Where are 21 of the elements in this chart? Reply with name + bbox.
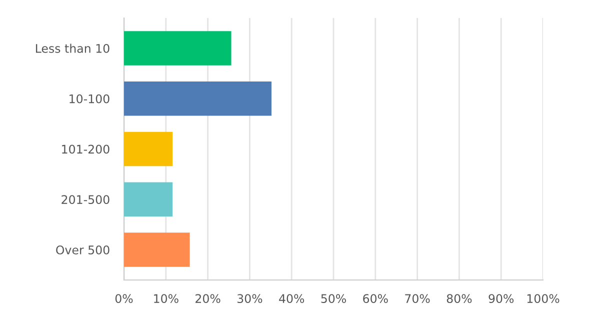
- x-tick-label: 90%: [488, 294, 514, 304]
- x-tick-label: 80%: [446, 294, 472, 304]
- y-tick-label: 10-100: [70, 94, 110, 104]
- bar: [124, 232, 190, 267]
- x-tick-label: 10%: [154, 294, 178, 304]
- bar: [124, 132, 173, 166]
- y-tick-label: 201-500: [62, 195, 110, 204]
- y-tick-label: Over 500: [56, 245, 110, 254]
- bar: [124, 182, 173, 217]
- bar: [124, 81, 272, 116]
- x-tick-label: 60%: [363, 294, 388, 304]
- bar: [124, 31, 232, 66]
- x-tick-label: 20%: [196, 294, 220, 304]
- x-tick-label: 0%: [115, 294, 133, 304]
- y-tick-label: Less than 10: [36, 44, 110, 53]
- y-tick-label: 101-200: [62, 144, 110, 154]
- x-tick-label: 50%: [321, 294, 346, 304]
- x-tick-label: 40%: [279, 294, 304, 304]
- x-tick-label: 30%: [237, 294, 262, 304]
- x-tick-label: 100%: [527, 294, 560, 304]
- x-tick-label: 70%: [405, 294, 430, 304]
